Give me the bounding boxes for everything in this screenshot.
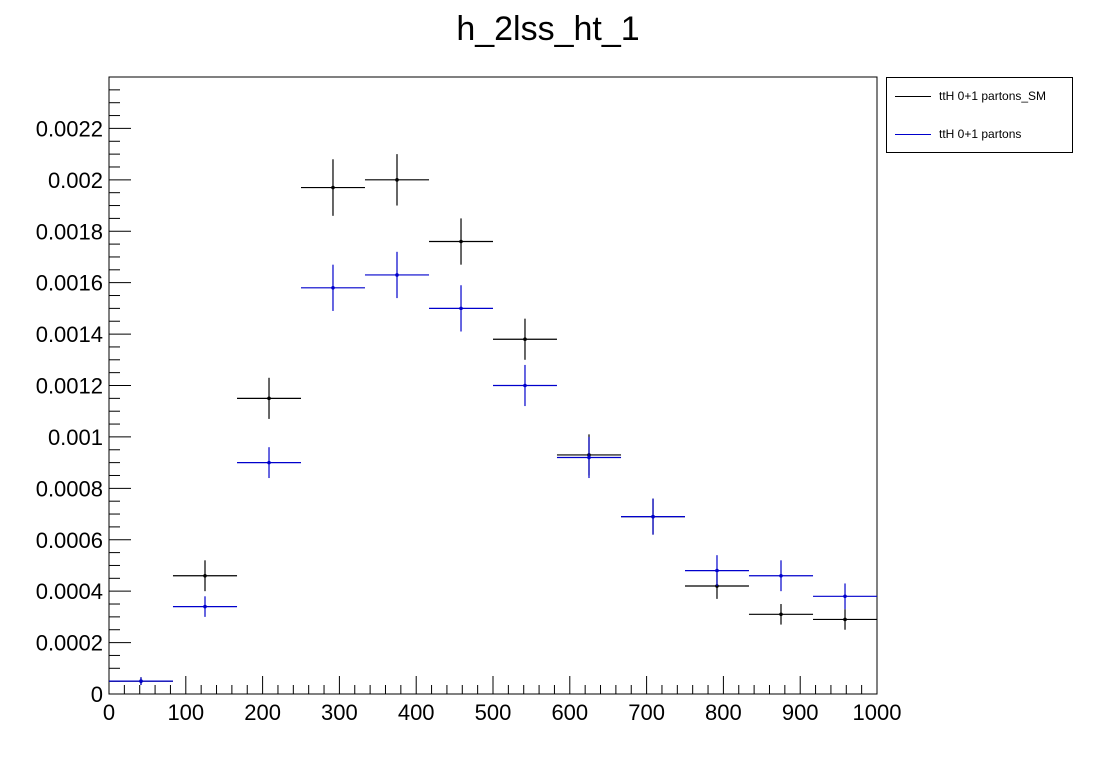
data-point [203, 604, 207, 609]
legend-line-partons [895, 133, 931, 135]
y-tick-label: 0.0004 [36, 579, 103, 604]
y-tick-label: 0 [91, 682, 103, 707]
series-tth-sm [109, 154, 877, 686]
data-point [587, 455, 591, 460]
legend-line-sm [895, 95, 931, 97]
legend-label-sm: ttH 0+1 partons_SM [939, 89, 1047, 103]
y-tick-label: 0.0012 [36, 374, 103, 399]
data-point [651, 514, 655, 519]
data-point [331, 286, 335, 290]
x-tick-label: 900 [782, 700, 819, 725]
y-tick-label: 0.0022 [36, 116, 103, 141]
data-point [779, 612, 783, 617]
legend: ttH 0+1 partons_SM ttH 0+1 partons [886, 77, 1073, 153]
x-tick-label: 200 [244, 700, 281, 725]
legend-label-partons: ttH 0+1 partons [939, 127, 1022, 141]
x-tick-label: 100 [167, 700, 204, 725]
data-point [267, 460, 271, 465]
y-tick-label: 0.002 [48, 168, 103, 193]
data-point [395, 178, 399, 182]
y-tick-label: 0.0008 [36, 476, 103, 501]
data-point [523, 383, 527, 388]
series-tth-partons [109, 251, 877, 686]
x-tick-label: 600 [551, 700, 588, 725]
x-tick-label: 1000 [853, 700, 902, 725]
legend-entry-sm: ttH 0+1 partons_SM [895, 86, 1046, 106]
y-tick-label: 0.0014 [36, 322, 103, 347]
data-point [843, 594, 847, 599]
y-tick-label: 0.0006 [36, 528, 103, 553]
data-point [331, 185, 335, 190]
data-point [779, 573, 783, 578]
chart-title: h_2lss_ht_1 [456, 10, 640, 48]
x-tick-label: 800 [705, 700, 742, 725]
data-point [523, 337, 527, 342]
data-point [267, 396, 271, 401]
data-point [459, 306, 463, 311]
y-tick-label: 0.001 [48, 425, 103, 450]
data-point [203, 573, 207, 578]
data-point [459, 239, 463, 244]
y-tick-label: 0.0016 [36, 271, 103, 296]
x-tick-label: 700 [628, 700, 665, 725]
x-tick-label: 300 [321, 700, 358, 725]
data-point [395, 273, 399, 277]
x-tick-label: 0 [103, 700, 115, 725]
data-point [843, 617, 847, 622]
axes: 0 100 200 300 400 500 600 700 800 900 1000 0 0.0002 0… [36, 89, 902, 725]
legend-entry-partons: ttH 0+1 partons [895, 124, 1021, 144]
y-tick-label: 0.0002 [36, 631, 103, 656]
data-point [715, 568, 719, 573]
x-tick-label: 400 [398, 700, 435, 725]
x-tick-label: 500 [475, 700, 512, 725]
series-layer [109, 154, 877, 686]
y-tick-label: 0.0018 [36, 219, 103, 244]
data-point [139, 679, 143, 683]
